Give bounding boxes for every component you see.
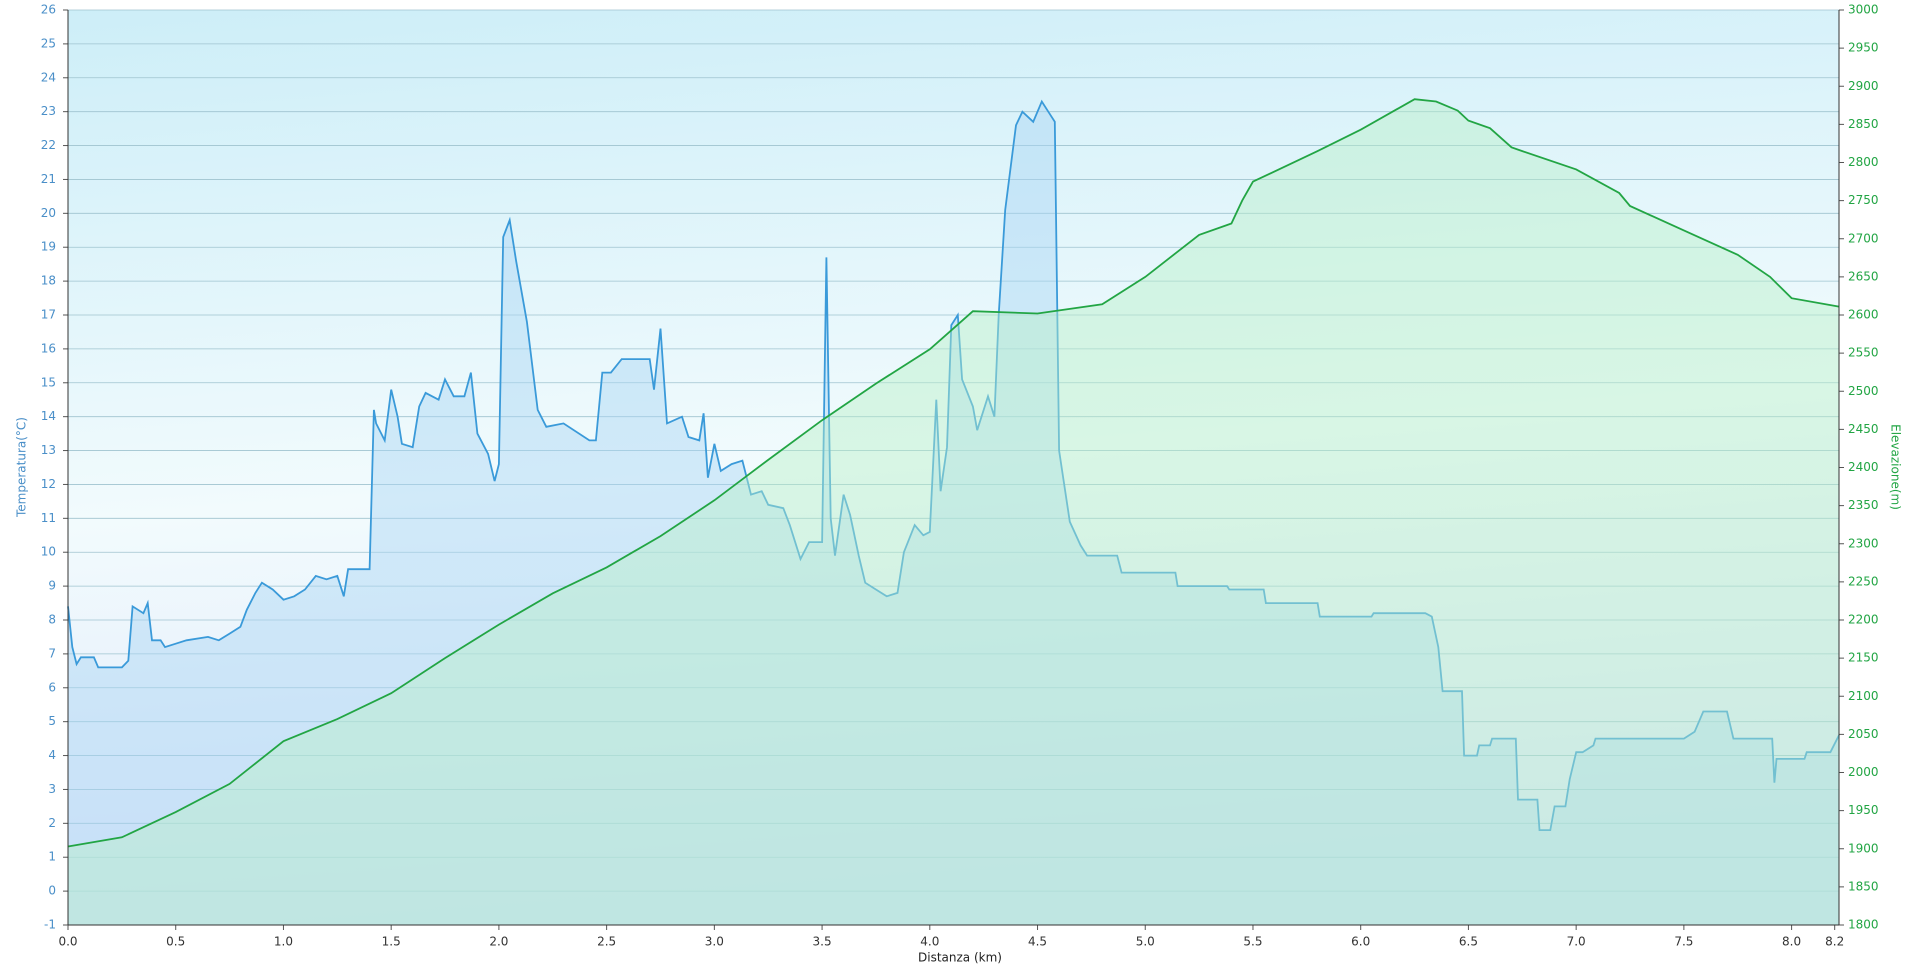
y2-tick-label: 2500 [1848,384,1879,398]
y-tick-label: 5 [48,714,56,728]
x-tick-label: 3.5 [813,935,832,949]
x-tick-label: 0.0 [58,935,77,949]
x-tick-label: 1.0 [274,935,293,949]
area [68,99,1839,925]
y-tick-label: 12 [41,477,56,491]
x-tick-label: 4.0 [920,935,939,949]
y-tick-label: 16 [41,341,56,355]
y-tick-label: 7 [48,646,56,660]
y2-tick-label: 2450 [1848,422,1879,436]
y-tick-label: 9 [48,579,56,593]
x-tick-label: 3.0 [705,935,724,949]
y2-tick-label: 2750 [1848,193,1879,207]
y2-tick-label: 2900 [1848,79,1879,93]
y-tick-label: 3 [48,782,56,796]
y-tick-label: 14 [41,409,56,423]
y2-tick-label: 1800 [1848,918,1879,932]
y2-tick-label: 2150 [1848,651,1879,665]
y2-tick-label: 2050 [1848,727,1879,741]
x-tick-label: 8.0 [1782,935,1801,949]
y2-tick-label: 2200 [1848,613,1879,627]
y2-tick-label: 2250 [1848,574,1879,588]
y-tick-label: 17 [41,308,56,322]
y2-tick-label: 2650 [1848,269,1879,283]
y-tick-label: 11 [41,511,56,525]
y-tick-label: 20 [41,206,56,220]
y-tick-label: 13 [41,443,56,457]
x-tick-label: 6.5 [1459,935,1478,949]
y-tick-label: 15 [41,375,56,389]
y2-tick-label: 2800 [1848,155,1879,169]
area [68,101,1839,925]
y2-axis-title: Elevazione(m) [1889,424,1903,510]
y-tick-label: 1 [48,850,56,864]
y2-tick-label: 1850 [1848,879,1879,893]
y2-tick-label: 2300 [1848,536,1879,550]
line [67,98,1840,848]
y-tick-label: 0 [48,884,56,898]
y2-tick-label: 1900 [1848,841,1879,855]
y2-tick-label: 2850 [1848,117,1879,131]
x-tick-label: 6.0 [1351,935,1370,949]
y2-tick-label: 2000 [1848,765,1879,779]
y2-tick-label: 2550 [1848,346,1879,360]
y-tick-label: 23 [41,104,56,118]
y-axis-title: Temperatura(°C) [15,417,29,518]
y-tick-label: 26 [41,3,56,17]
y-tick-label: 18 [41,274,56,288]
y-tick-label: 10 [41,545,56,559]
x-tick-label: 5.0 [1136,935,1155,949]
y2-tick-label: 3000 [1848,3,1879,17]
x-tick-label: 7.0 [1567,935,1586,949]
y2-tick-label: 2400 [1848,460,1879,474]
y-tick-label: 19 [41,240,56,254]
y-tick-label: 2 [48,816,56,830]
x-tick-label: 2.0 [489,935,508,949]
y2-tick-label: 1950 [1848,803,1879,817]
y-tick-label: 25 [41,36,56,50]
y2-tick-label: 2700 [1848,231,1879,245]
y-tick-label: 21 [41,172,56,186]
y-tick-label: -1 [44,918,56,932]
x-tick-label: 5.5 [1243,935,1262,949]
x-tick-label: 8.2 [1825,935,1844,949]
y2-tick-label: 2100 [1848,689,1879,703]
plot-area [68,10,1839,925]
y-tick-label: 24 [41,70,56,84]
y-tick-label: 22 [41,138,56,152]
line [67,99,1840,831]
x-tick-label: 0.5 [166,935,185,949]
x-tick-label: 7.5 [1674,935,1693,949]
y2-tick-label: 2950 [1848,41,1879,55]
x-axis-title: Distanza (km) [918,951,1002,965]
y-tick-label: 6 [48,680,56,694]
y2-tick-label: 2600 [1848,308,1879,322]
x-tick-label: 1.5 [382,935,401,949]
x-tick-label: 4.5 [1028,935,1047,949]
y-tick-label: 4 [48,748,56,762]
y-tick-label: 8 [48,613,56,627]
x-tick-label: 2.5 [597,935,616,949]
y2-tick-label: 2350 [1848,498,1879,512]
